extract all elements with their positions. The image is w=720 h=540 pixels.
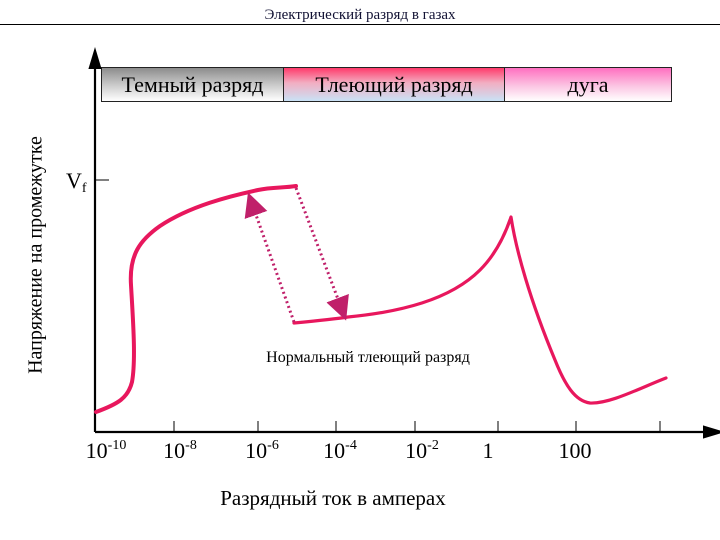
region-arc-label: дуга (567, 71, 609, 97)
transition-arrow-up (244, 192, 296, 323)
x-tick-label: 10-8 (163, 438, 197, 463)
x-tick-label: 10-2 (405, 438, 439, 463)
x-tick-label: 100 (558, 438, 592, 463)
glow-arc-curve (292, 215, 668, 405)
x-ticks (173, 421, 661, 432)
x-axis-label: Разрядный ток в амперах (220, 486, 446, 510)
x-tick-label: 1 (482, 438, 494, 463)
x-tick-label: 10-6 (245, 438, 279, 463)
transition-arrow-down (294, 187, 349, 321)
x-tick-label: 10-10 (85, 438, 127, 463)
dark-discharge-curve (94, 184, 298, 414)
region-glow-discharge: Тлеющий разряд (283, 67, 505, 102)
region-arc: дуга (504, 67, 672, 102)
normal-glow-annotation: Нормальный тлеющий разряд (266, 349, 470, 366)
region-dark-label: Темный разряд (121, 71, 264, 97)
diagram-title: Электрический разряд в газах (264, 7, 456, 23)
vf-base: V (66, 168, 82, 193)
y-axis-label: Напряжение на промежутке (24, 136, 47, 374)
region-dark-discharge: Темный разряд (101, 67, 284, 102)
vf-marker-label: Vf (66, 168, 87, 197)
vf-subscript: f (81, 181, 87, 196)
x-tick-label: 10-4 (323, 438, 357, 463)
title-underline (0, 24, 720, 25)
region-glow-label: Тлеющий разряд (315, 71, 473, 97)
